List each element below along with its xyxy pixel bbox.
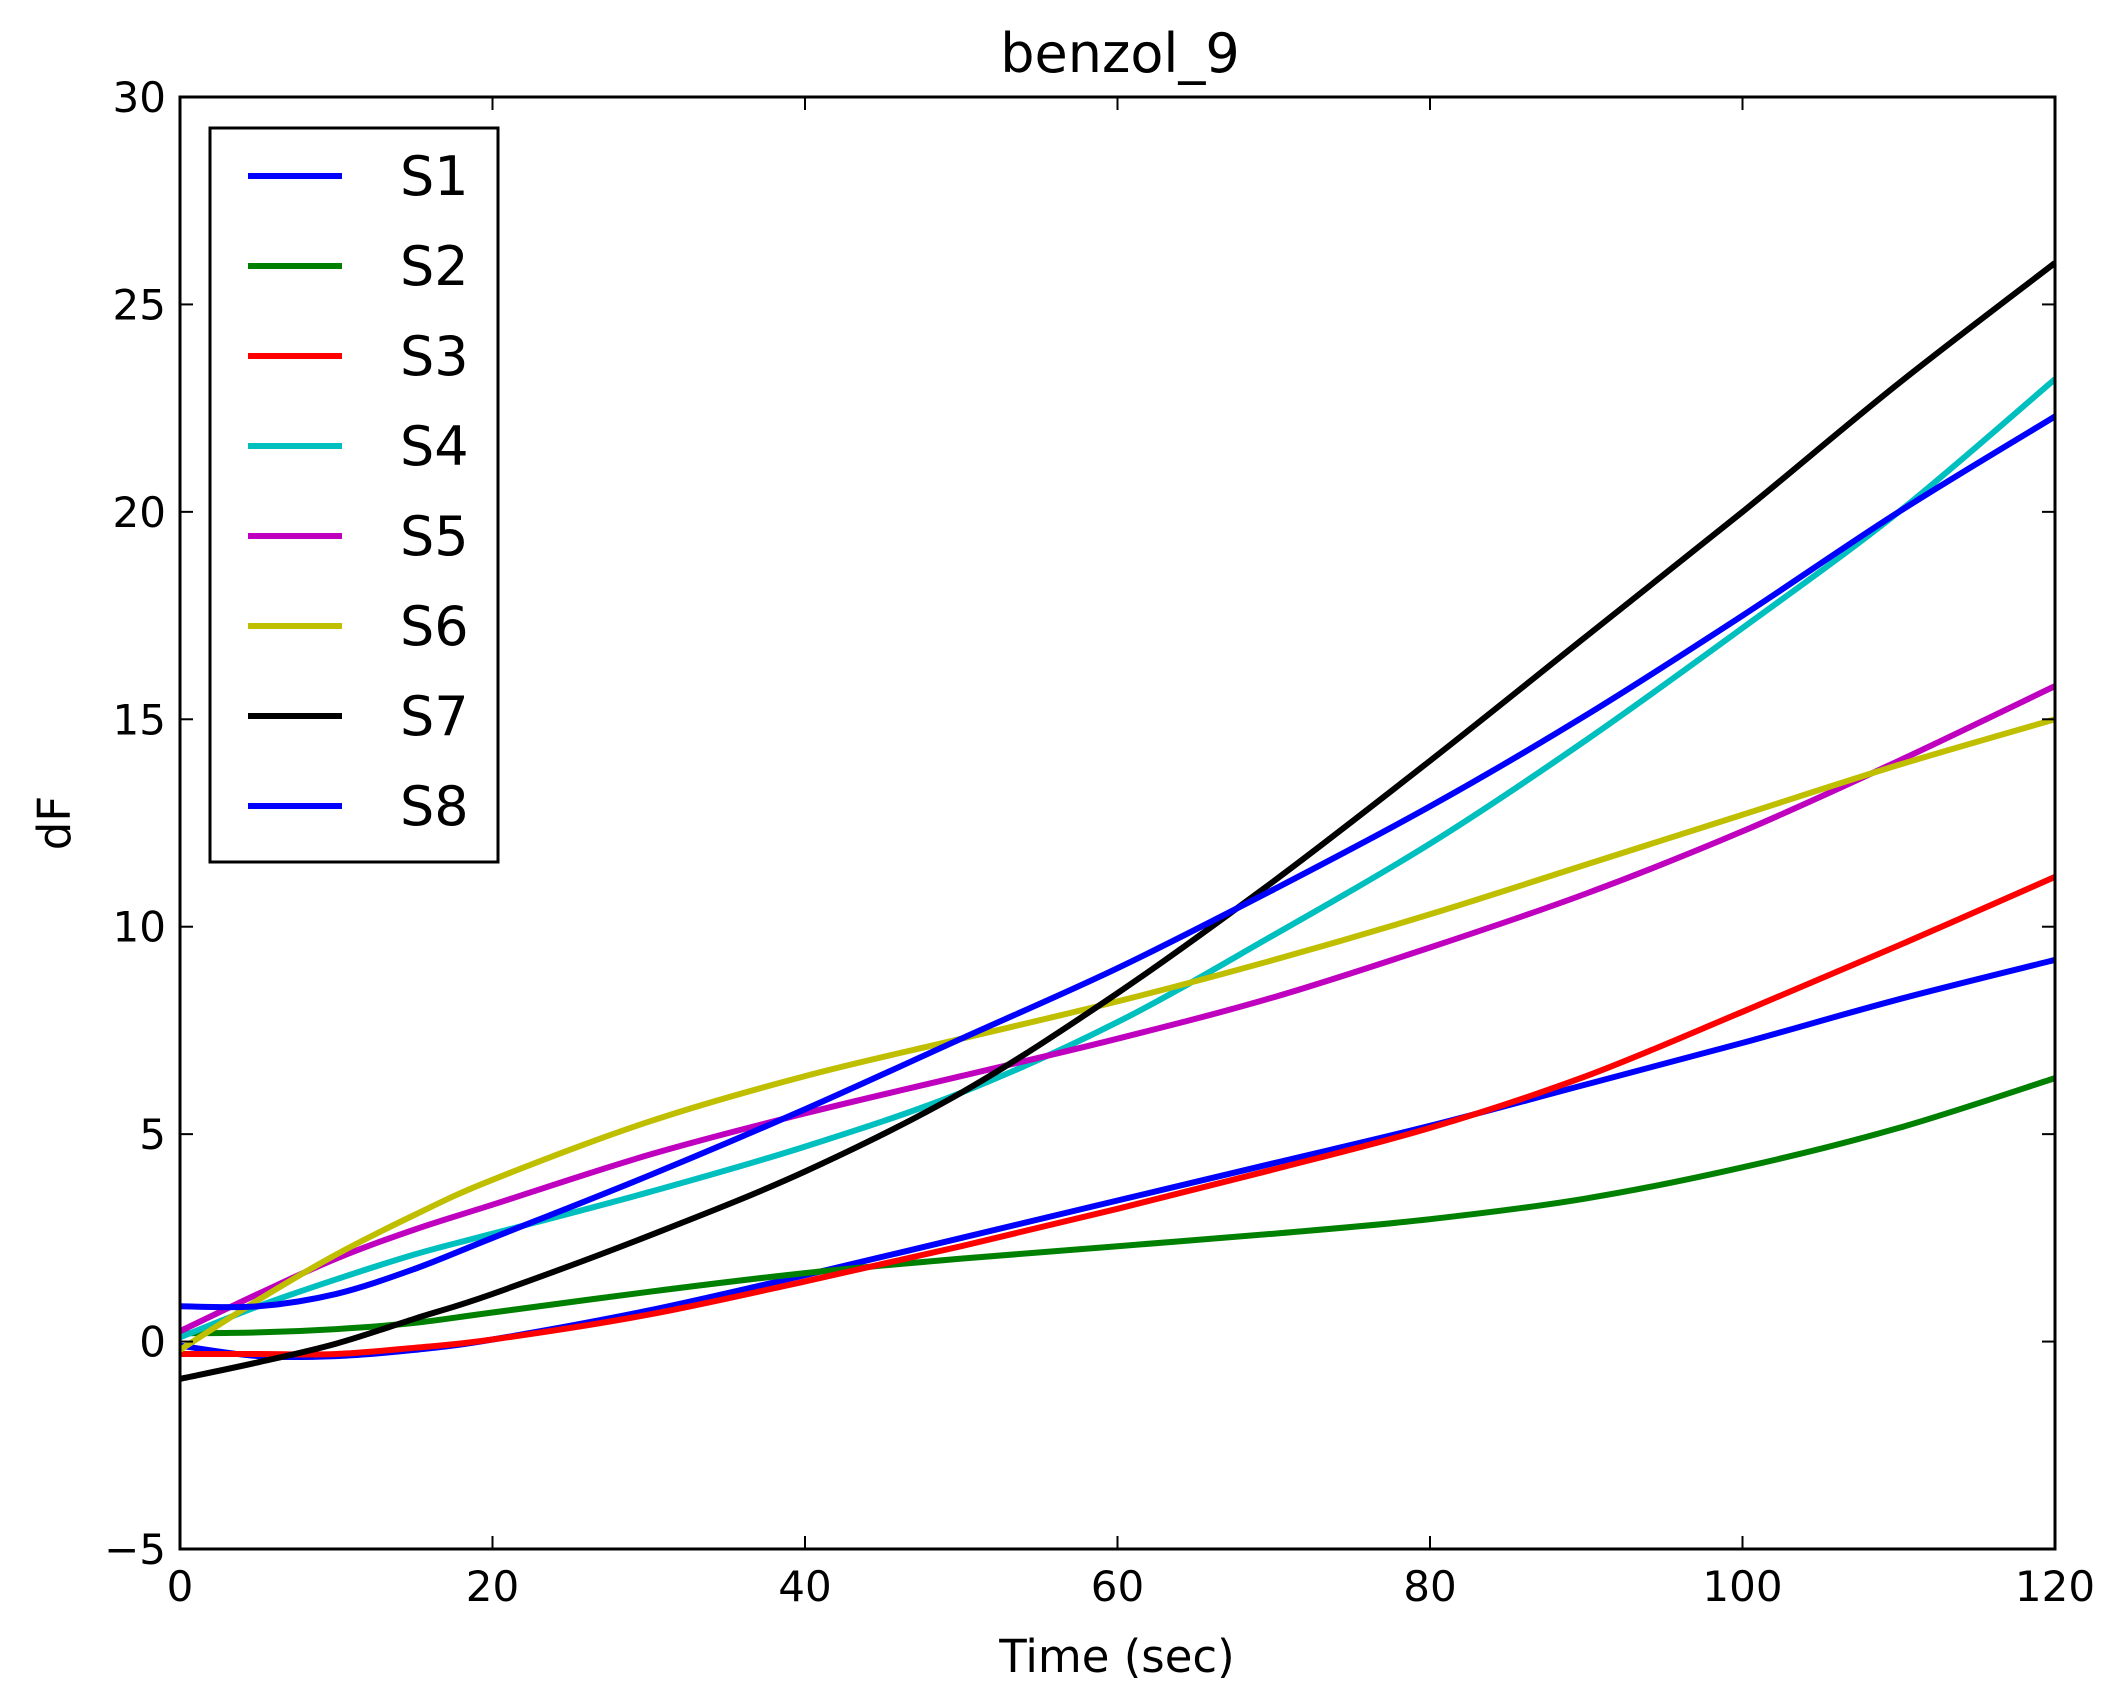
series-line-s7 xyxy=(179,260,2057,1382)
legend-label-s7: S7 xyxy=(400,685,469,748)
legend-items: S1 S2 S3 S4 S5 S6 S7 S8 xyxy=(248,145,469,838)
legend-label-s5: S5 xyxy=(400,505,469,568)
y-tick-label: 0 xyxy=(139,1318,166,1367)
y-tick-label: −5 xyxy=(104,1525,166,1574)
legend: S1 S2 S3 S4 S5 S6 S7 S8 xyxy=(208,126,500,864)
x-tick-label: 120 xyxy=(2015,1562,2095,1611)
y-tick-label: 20 xyxy=(113,488,166,537)
y-tick-label: 5 xyxy=(139,1110,166,1159)
y-tick-label: 30 xyxy=(113,73,166,122)
legend-label-s1: S1 xyxy=(400,145,469,208)
y-tick-label: 15 xyxy=(113,695,166,744)
series-line-s6 xyxy=(178,716,2056,1353)
y-axis-label: dF xyxy=(28,796,81,850)
legend-label-s6: S6 xyxy=(400,595,469,658)
y-tick-label: 25 xyxy=(113,280,166,329)
series-line-s2 xyxy=(179,1075,2056,1337)
legend-label-s4: S4 xyxy=(400,415,469,478)
x-tick-label: 40 xyxy=(778,1562,831,1611)
legend-label-s8: S8 xyxy=(400,775,469,838)
chart-title: benzol_9 xyxy=(1000,22,1239,85)
series-line-s3 xyxy=(180,874,2057,1358)
x-axis-label: Time (sec) xyxy=(998,1630,1234,1683)
legend-label-s2: S2 xyxy=(400,235,469,298)
series-line-s4 xyxy=(178,376,2057,1341)
series-layer xyxy=(178,260,2057,1382)
x-tick-label: 100 xyxy=(1702,1562,1782,1611)
legend-frame xyxy=(208,126,500,864)
series-line-s5 xyxy=(178,683,2057,1334)
y-tick-label: 10 xyxy=(113,903,166,952)
x-tick-label: 80 xyxy=(1403,1562,1456,1611)
x-tick-label: 0 xyxy=(167,1562,194,1611)
x-tick-label: 20 xyxy=(466,1562,519,1611)
series-line-s8 xyxy=(179,413,2057,1311)
legend-label-s3: S3 xyxy=(400,325,469,388)
x-tick-label: 60 xyxy=(1091,1562,1144,1611)
